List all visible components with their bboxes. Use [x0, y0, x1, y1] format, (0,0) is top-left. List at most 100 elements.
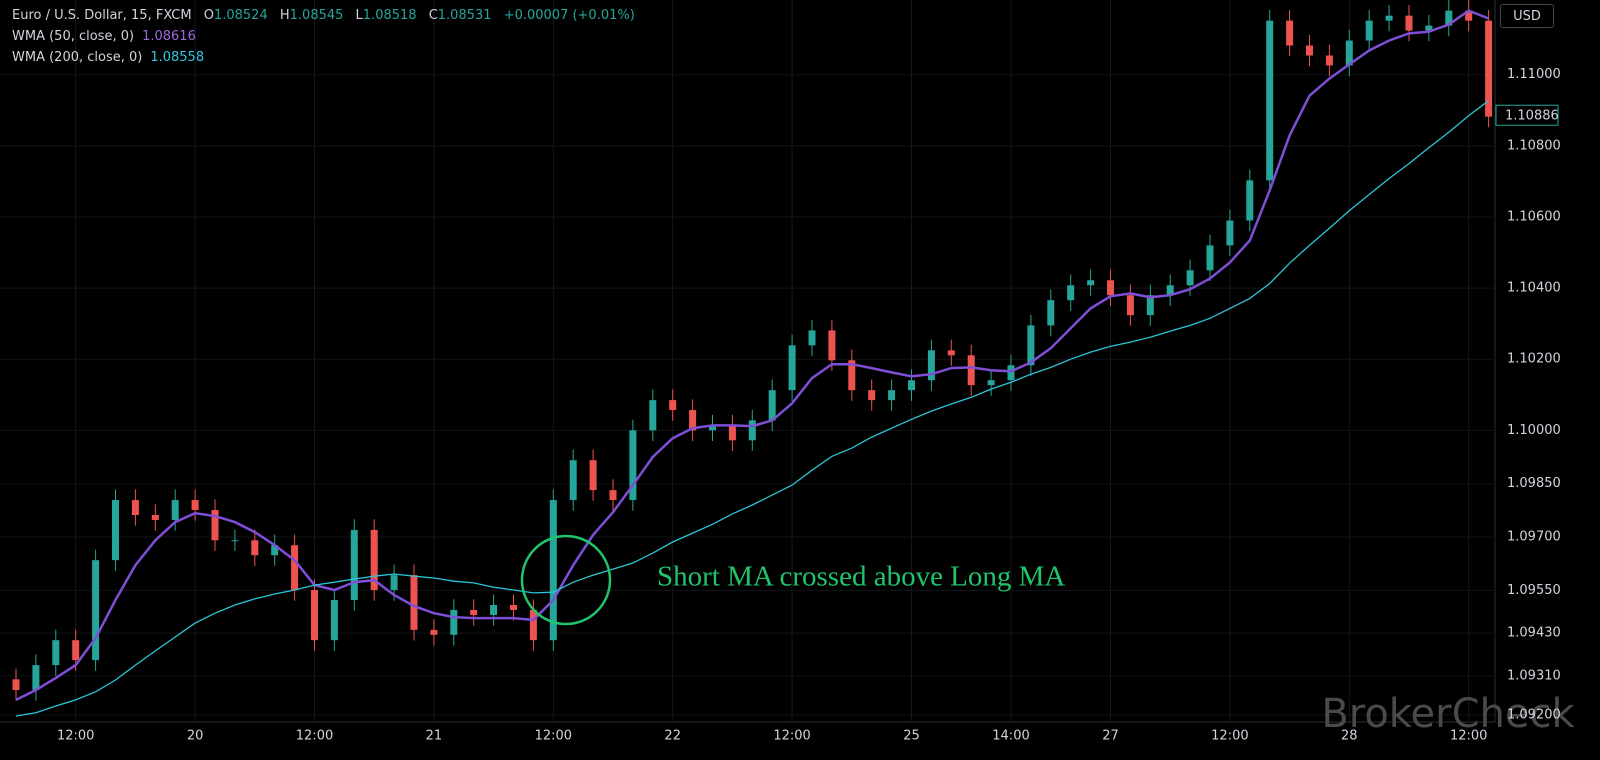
candle-body	[1445, 10, 1453, 26]
y-tick-label: 1.10800	[1507, 138, 1561, 153]
candle-body	[828, 330, 836, 361]
last-price-box	[1495, 104, 1559, 126]
candle-body	[808, 330, 816, 346]
crossover-circle	[520, 534, 612, 626]
candle-body	[728, 425, 736, 441]
candle-body	[868, 390, 876, 401]
candle-body	[1226, 220, 1234, 246]
last-price-label: 1.10886	[1505, 109, 1559, 124]
symbol: Euro / U.S. Dollar, 15, FXCM	[12, 8, 192, 23]
annotation: Short MA crossed above Long MA	[657, 561, 1065, 593]
candle-body	[1465, 10, 1473, 21]
candle-body	[131, 500, 139, 516]
candle-body	[629, 430, 637, 501]
ohlc-key: O	[203, 8, 214, 23]
x-tick-label: 28	[1341, 729, 1358, 744]
ohlc-key: L	[355, 8, 363, 23]
y-tick-label: 1.09850	[1507, 476, 1561, 491]
candle-body	[1425, 25, 1433, 31]
y-tick-label: 1.10200	[1507, 352, 1561, 367]
candle-body	[669, 400, 677, 411]
plot	[12, 0, 1493, 717]
candle-body	[1325, 55, 1333, 66]
moving-average-line	[15, 100, 1489, 717]
x-tick-label: 12:00	[1450, 729, 1487, 744]
x-tick-label: 20	[187, 729, 204, 744]
candle-body	[311, 590, 318, 641]
y-tick-label: 1.10600	[1507, 209, 1561, 224]
candle-body	[1067, 285, 1075, 301]
grid	[0, 0, 1495, 722]
x-tick-label: 12:00	[296, 729, 333, 744]
indicator-name[interactable]: WMA (50, close, 0)	[12, 29, 135, 44]
candle-body	[1047, 300, 1055, 326]
candle-body	[12, 679, 20, 690]
candle-body	[609, 490, 617, 501]
watermark: BrokerCheck	[1321, 691, 1575, 737]
y-tick-label: 1.09700	[1507, 530, 1561, 545]
y-tick-label: 1.09200	[1507, 707, 1561, 722]
candle-body	[649, 400, 657, 431]
symbol-row: Euro / U.S. Dollar, 15, FXCM O1.08524 H 1…	[12, 5, 635, 26]
candle-body	[390, 575, 398, 591]
candle-body	[171, 500, 179, 520]
candle-body	[1385, 15, 1393, 21]
candle-body	[470, 609, 478, 615]
y-tick-label: 1.10400	[1507, 281, 1561, 296]
candle-body	[32, 665, 40, 690]
y-tick-label: 1.10000	[1507, 423, 1561, 438]
candle-body	[569, 460, 577, 501]
candle-body	[947, 350, 955, 356]
candle-body	[350, 529, 358, 601]
candle-body	[271, 545, 279, 556]
candle-body	[1087, 280, 1095, 286]
x-tick-label: 22	[664, 729, 681, 744]
x-tick-label: 12:00	[1211, 729, 1248, 744]
candle-body	[1186, 270, 1194, 286]
candle-body	[1107, 280, 1114, 296]
candle-body	[251, 540, 259, 556]
candle-body	[1206, 245, 1214, 271]
candle-body	[589, 460, 597, 491]
x-tick-label: 14:00	[992, 729, 1029, 744]
candle-body	[689, 410, 697, 431]
ohlc-value: 1.08524	[213, 8, 268, 23]
candle-body	[510, 604, 517, 610]
candle-body	[72, 640, 80, 661]
ohlc-value: 1.08531	[437, 8, 492, 23]
candle-body	[450, 609, 458, 635]
ohlc-key: H	[279, 8, 290, 23]
candle-body	[1405, 15, 1413, 31]
currency-button[interactable]: USD	[1500, 4, 1554, 28]
indicator-row: WMA (200, close, 0) 1.08558	[12, 47, 635, 68]
candle-body	[987, 380, 995, 386]
candle-body	[1286, 20, 1294, 46]
candle-body	[1365, 20, 1373, 41]
candle-body	[1246, 180, 1254, 221]
candle-body	[908, 380, 915, 391]
ohlc-value: 1.08518	[362, 8, 417, 23]
indicator-value: 1.08616	[142, 29, 196, 44]
y-tick-label: 1.09430	[1507, 626, 1561, 641]
legend: Euro / U.S. Dollar, 15, FXCM O1.08524 H 1…	[12, 5, 635, 68]
candle-body	[768, 390, 776, 421]
candle-body	[430, 629, 438, 635]
candle-body	[52, 640, 60, 666]
candle-body	[967, 355, 975, 386]
candle-body	[1007, 365, 1015, 381]
candle-body	[529, 609, 537, 641]
candle-body	[888, 390, 896, 401]
indicator-name[interactable]: WMA (200, close, 0)	[12, 50, 143, 65]
candle-body	[370, 529, 378, 591]
y-tick-label: 1.09550	[1507, 583, 1561, 598]
change: +0.00007 (+0.01%)	[503, 8, 635, 23]
candle-body	[490, 604, 498, 615]
candle-body	[848, 360, 856, 391]
y-tick-label: 1.11000	[1507, 67, 1561, 82]
candle-body	[92, 560, 100, 661]
candle-body	[748, 420, 756, 441]
candle-body	[410, 575, 418, 630]
x-tick-label: 25	[903, 729, 920, 744]
